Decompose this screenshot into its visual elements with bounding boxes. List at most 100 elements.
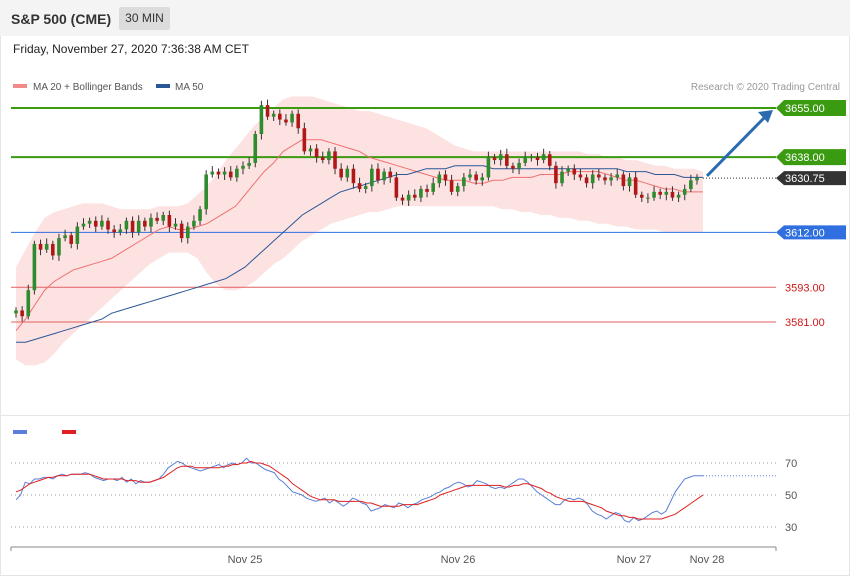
candle-down (93, 220, 98, 227)
candle-up (44, 243, 49, 250)
candle-down (302, 128, 307, 152)
candle-down (535, 157, 540, 161)
candle-down (492, 157, 497, 161)
candle-up (627, 177, 632, 187)
last-price-tag (776, 171, 846, 186)
candle-down (20, 310, 24, 317)
candle-up (32, 243, 37, 291)
ma20-legend-label: MA 20 + Bollinger Bands (33, 82, 143, 93)
candle-up (345, 168, 350, 178)
candle-down (554, 165, 558, 184)
candle-up (646, 197, 650, 199)
candlesticks (14, 99, 699, 322)
candle-up (75, 226, 80, 244)
candle-up (615, 174, 620, 178)
candle-down (578, 174, 583, 178)
timeframe-badge[interactable]: 30 MIN (119, 7, 170, 30)
candle-down (228, 171, 233, 178)
rsi-tick-label: 30 (785, 522, 797, 534)
candle-down (633, 177, 638, 195)
candle-down (265, 105, 270, 117)
candle-down (547, 154, 552, 166)
rsi-lines (15, 457, 776, 523)
candle-up (689, 180, 693, 189)
candle-down (51, 243, 55, 256)
candle-up (327, 151, 331, 161)
candle-up (63, 235, 67, 239)
candle-down (639, 194, 644, 198)
candle-down (333, 151, 337, 169)
candle-down (112, 229, 116, 233)
candle-up (87, 220, 92, 224)
candle-down (412, 194, 417, 198)
candle-up (480, 177, 485, 181)
candle-up (529, 157, 534, 159)
ma20-line (15, 139, 703, 332)
support-tag-label: 3612.00 (785, 227, 825, 239)
candle-up (173, 223, 178, 227)
candle-up (455, 186, 460, 192)
candle-up (676, 194, 681, 198)
last-price-label: 3630.75 (785, 173, 825, 185)
candle-up (363, 186, 368, 189)
candle-up (290, 113, 294, 123)
candle-up (695, 177, 699, 181)
arrow-head (758, 110, 773, 123)
candle-up (124, 220, 129, 230)
candle-down (425, 188, 429, 192)
candle-down (320, 157, 325, 161)
candle-down (572, 168, 577, 175)
candle-down (474, 174, 478, 181)
resistance-tag (776, 100, 846, 116)
candle-up (406, 194, 411, 201)
candle-down (314, 148, 319, 158)
candle-down (357, 183, 362, 189)
candle-up (161, 215, 166, 221)
candle-up (419, 188, 423, 198)
candle-down (603, 177, 607, 181)
candle-down (388, 171, 393, 178)
candle-down (584, 177, 589, 184)
candle-up (609, 177, 613, 181)
candle-down (284, 119, 288, 123)
candle-up (259, 105, 264, 135)
candle-up (210, 171, 215, 175)
header-bar: S&P 500 (CME) 30 MIN (0, 0, 850, 36)
candle-down (670, 191, 675, 198)
candle-down (376, 168, 380, 181)
candle-up (560, 171, 564, 184)
ma50-legend-swatch (156, 84, 170, 88)
rsi-ma-legend-swatch (62, 430, 76, 434)
candle-up (308, 148, 313, 152)
candle-up (185, 226, 190, 239)
candle-down (167, 215, 172, 227)
candle-down (597, 174, 601, 178)
candle-down (621, 174, 626, 187)
candle-down (400, 197, 405, 201)
panel-separator (0, 415, 850, 416)
minor-support-label: 3581.00 (785, 317, 825, 329)
rsi-ma-line (15, 460, 704, 520)
candle-up (382, 171, 386, 181)
candle-up (149, 217, 153, 227)
candle-down (394, 177, 399, 198)
candle-down (296, 113, 301, 129)
x-axis-label: Nov 25 (228, 554, 263, 566)
arrow-shaft (705, 116, 766, 178)
level-lines (11, 107, 776, 323)
candle-up (204, 174, 208, 210)
candle-up (222, 171, 227, 175)
candle-up (682, 188, 687, 195)
candle-up (247, 162, 251, 166)
rsi-line (15, 457, 703, 523)
candle-down (658, 191, 662, 195)
candle-up (253, 134, 258, 163)
candle-up (100, 220, 104, 227)
rsi-grid: 70 50 30 (11, 458, 797, 534)
x-axis-label: Nov 27 (617, 554, 652, 566)
candle-up (431, 183, 435, 192)
candle-up (118, 229, 123, 233)
candle-down (216, 171, 221, 175)
